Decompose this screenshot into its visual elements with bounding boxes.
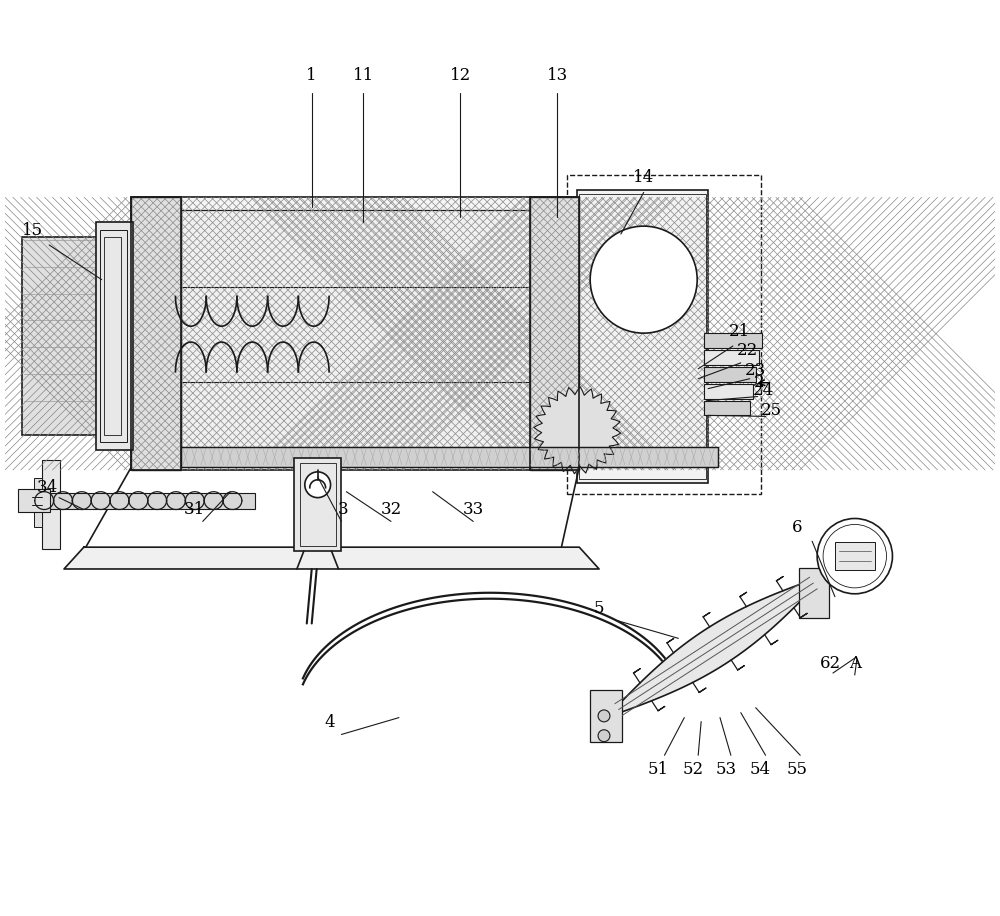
Text: 32: 32 <box>380 501 402 518</box>
Text: 2: 2 <box>754 375 765 391</box>
Text: 11: 11 <box>353 67 374 84</box>
Bar <box>577 191 708 483</box>
Bar <box>181 447 718 467</box>
Bar <box>704 350 759 365</box>
Bar <box>18 489 50 512</box>
Text: 52: 52 <box>683 760 704 778</box>
Bar <box>530 197 579 470</box>
Text: 33: 33 <box>463 501 484 518</box>
Bar <box>34 478 42 528</box>
Text: 21: 21 <box>729 322 750 340</box>
Bar <box>300 463 336 546</box>
Text: 12: 12 <box>450 67 471 84</box>
Bar <box>530 197 579 470</box>
Polygon shape <box>64 547 599 569</box>
Bar <box>799 568 829 617</box>
Text: 14: 14 <box>633 169 654 186</box>
Bar <box>96 223 133 450</box>
Polygon shape <box>606 575 826 717</box>
Bar <box>42 460 60 550</box>
Bar <box>100 230 127 442</box>
Bar <box>181 211 530 457</box>
Text: 4: 4 <box>324 714 335 731</box>
Text: A: A <box>849 655 861 671</box>
Circle shape <box>305 472 331 497</box>
Text: 31: 31 <box>184 501 205 518</box>
Text: 5: 5 <box>594 600 604 617</box>
Text: 15: 15 <box>22 222 43 238</box>
Text: 1: 1 <box>306 67 317 84</box>
Bar <box>181 447 718 467</box>
Bar <box>104 237 121 435</box>
Text: 24: 24 <box>753 382 774 399</box>
Text: 13: 13 <box>547 67 568 84</box>
Circle shape <box>817 518 892 594</box>
Bar <box>131 197 181 470</box>
Text: 53: 53 <box>715 760 736 778</box>
Bar <box>835 542 875 570</box>
Bar <box>22 237 102 435</box>
Circle shape <box>598 730 610 742</box>
Bar <box>294 458 341 551</box>
Text: 34: 34 <box>37 479 58 496</box>
Text: 3: 3 <box>338 501 349 518</box>
Text: 62: 62 <box>819 655 841 671</box>
Text: 25: 25 <box>761 402 782 419</box>
Polygon shape <box>534 387 621 474</box>
Bar <box>579 194 706 479</box>
Text: 22: 22 <box>737 343 758 359</box>
Bar <box>590 690 622 742</box>
Bar <box>567 175 761 494</box>
Text: 51: 51 <box>648 760 669 778</box>
Text: 6: 6 <box>792 518 803 536</box>
Bar <box>704 384 753 398</box>
Bar <box>131 197 181 470</box>
Bar <box>131 197 579 470</box>
Text: 54: 54 <box>750 760 771 778</box>
Circle shape <box>590 226 697 333</box>
Circle shape <box>598 710 610 722</box>
Bar <box>704 366 756 382</box>
Bar <box>704 333 762 348</box>
Text: 55: 55 <box>787 760 808 778</box>
Bar <box>42 493 255 508</box>
Bar <box>704 400 750 415</box>
Text: 23: 23 <box>745 363 766 379</box>
